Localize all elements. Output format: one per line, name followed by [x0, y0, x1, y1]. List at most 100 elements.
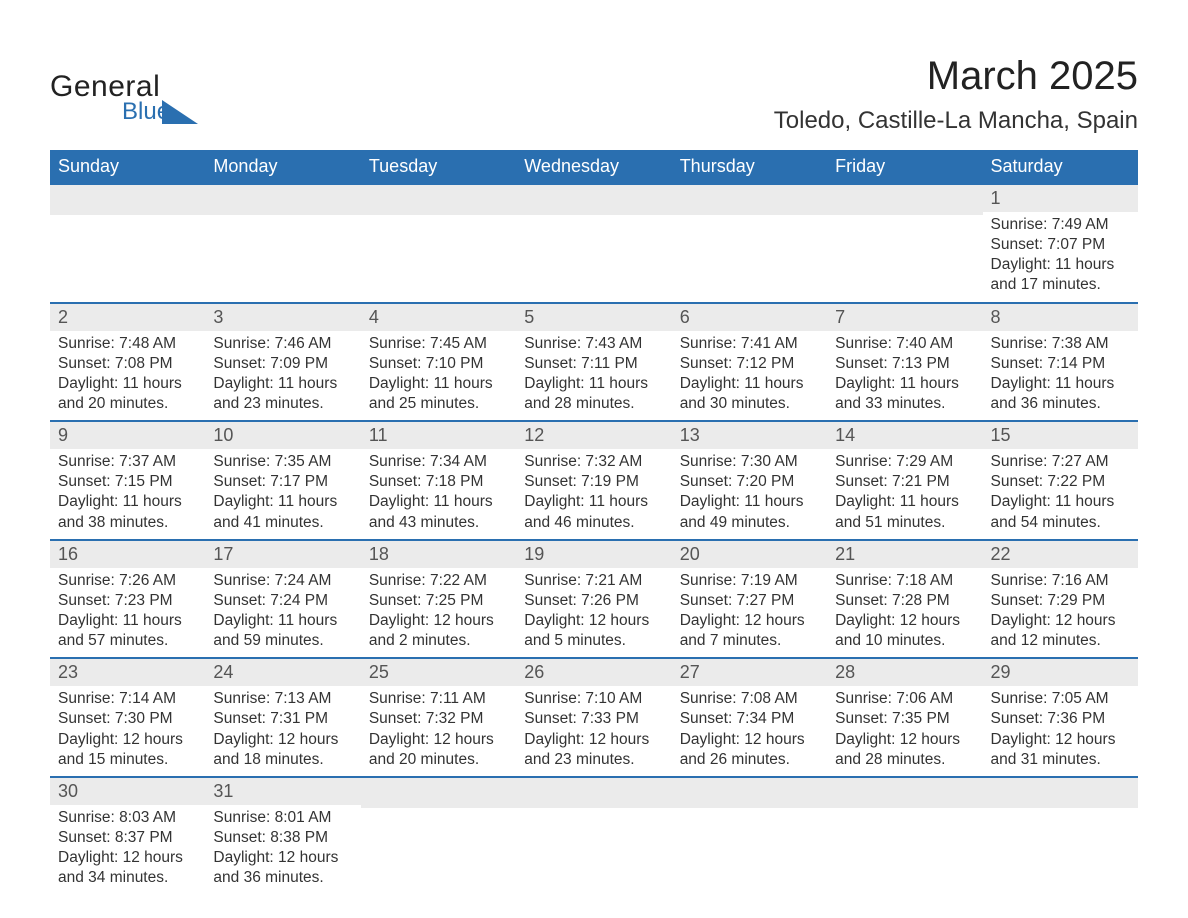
day-body: Sunrise: 7:35 AMSunset: 7:17 PMDaylight:…	[205, 449, 360, 539]
day-day1: Daylight: 11 hours	[991, 492, 1130, 512]
day-day1: Daylight: 12 hours	[213, 730, 352, 750]
day-number	[361, 778, 516, 808]
day-sunrise: Sunrise: 7:18 AM	[835, 571, 974, 591]
day-day2: and 41 minutes.	[213, 513, 352, 533]
day-body: Sunrise: 7:43 AMSunset: 7:11 PMDaylight:…	[516, 331, 671, 421]
day-day1: Daylight: 11 hours	[835, 492, 974, 512]
day-number	[672, 185, 827, 215]
day-sunset: Sunset: 8:38 PM	[213, 828, 352, 848]
week-row: 23Sunrise: 7:14 AMSunset: 7:30 PMDayligh…	[50, 657, 1138, 776]
day-body: Sunrise: 7:29 AMSunset: 7:21 PMDaylight:…	[827, 449, 982, 539]
day-body: Sunrise: 7:06 AMSunset: 7:35 PMDaylight:…	[827, 686, 982, 776]
day-cell: 5Sunrise: 7:43 AMSunset: 7:11 PMDaylight…	[516, 304, 671, 421]
weekday-header-row: SundayMondayTuesdayWednesdayThursdayFrid…	[50, 150, 1138, 183]
day-sunrise: Sunrise: 7:32 AM	[524, 452, 663, 472]
day-day1: Daylight: 12 hours	[58, 730, 197, 750]
day-number: 5	[516, 304, 671, 331]
day-day2: and 34 minutes.	[58, 868, 197, 888]
day-day2: and 15 minutes.	[58, 750, 197, 770]
day-cell: 15Sunrise: 7:27 AMSunset: 7:22 PMDayligh…	[983, 422, 1138, 539]
day-day2: and 20 minutes.	[369, 750, 508, 770]
day-day1: Daylight: 12 hours	[369, 730, 508, 750]
day-cell	[516, 778, 671, 895]
day-sunrise: Sunrise: 7:10 AM	[524, 689, 663, 709]
day-body: Sunrise: 7:22 AMSunset: 7:25 PMDaylight:…	[361, 568, 516, 658]
day-cell: 12Sunrise: 7:32 AMSunset: 7:19 PMDayligh…	[516, 422, 671, 539]
week-row: 16Sunrise: 7:26 AMSunset: 7:23 PMDayligh…	[50, 539, 1138, 658]
day-sunset: Sunset: 7:22 PM	[991, 472, 1130, 492]
day-day2: and 30 minutes.	[680, 394, 819, 414]
day-number: 6	[672, 304, 827, 331]
day-sunset: Sunset: 7:34 PM	[680, 709, 819, 729]
location-title: Toledo, Castille-La Mancha, Spain	[774, 107, 1138, 135]
day-day2: and 33 minutes.	[835, 394, 974, 414]
day-day2: and 23 minutes.	[524, 750, 663, 770]
day-number	[50, 185, 205, 215]
day-cell: 24Sunrise: 7:13 AMSunset: 7:31 PMDayligh…	[205, 659, 360, 776]
day-day2: and 36 minutes.	[213, 868, 352, 888]
day-number	[516, 778, 671, 808]
calendar: SundayMondayTuesdayWednesdayThursdayFrid…	[50, 150, 1138, 894]
day-cell: 25Sunrise: 7:11 AMSunset: 7:32 PMDayligh…	[361, 659, 516, 776]
day-body: Sunrise: 7:18 AMSunset: 7:28 PMDaylight:…	[827, 568, 982, 658]
day-cell: 22Sunrise: 7:16 AMSunset: 7:29 PMDayligh…	[983, 541, 1138, 658]
day-day1: Daylight: 12 hours	[680, 611, 819, 631]
day-sunset: Sunset: 7:36 PM	[991, 709, 1130, 729]
day-sunset: Sunset: 7:12 PM	[680, 354, 819, 374]
day-number: 19	[516, 541, 671, 568]
day-cell: 2Sunrise: 7:48 AMSunset: 7:08 PMDaylight…	[50, 304, 205, 421]
day-number: 24	[205, 659, 360, 686]
day-day2: and 23 minutes.	[213, 394, 352, 414]
day-sunrise: Sunrise: 7:16 AM	[991, 571, 1130, 591]
day-sunrise: Sunrise: 7:11 AM	[369, 689, 508, 709]
day-cell	[672, 185, 827, 302]
day-day2: and 54 minutes.	[991, 513, 1130, 533]
day-number	[827, 185, 982, 215]
day-number: 12	[516, 422, 671, 449]
day-body: Sunrise: 7:10 AMSunset: 7:33 PMDaylight:…	[516, 686, 671, 776]
day-day1: Daylight: 12 hours	[524, 730, 663, 750]
day-day1: Daylight: 12 hours	[680, 730, 819, 750]
day-number: 26	[516, 659, 671, 686]
weekday-header: Friday	[827, 150, 982, 183]
day-sunset: Sunset: 7:28 PM	[835, 591, 974, 611]
day-day1: Daylight: 11 hours	[58, 611, 197, 631]
day-number	[516, 185, 671, 215]
day-day1: Daylight: 12 hours	[991, 730, 1130, 750]
month-title: March 2025	[774, 54, 1138, 99]
day-sunrise: Sunrise: 7:38 AM	[991, 334, 1130, 354]
topbar: General Blue March 2025 Toledo, Castille…	[50, 40, 1138, 150]
week-row: 2Sunrise: 7:48 AMSunset: 7:08 PMDaylight…	[50, 302, 1138, 421]
day-sunset: Sunset: 7:21 PM	[835, 472, 974, 492]
day-day2: and 7 minutes.	[680, 631, 819, 651]
day-day1: Daylight: 11 hours	[213, 492, 352, 512]
day-cell	[827, 185, 982, 302]
day-number: 16	[50, 541, 205, 568]
day-sunrise: Sunrise: 7:46 AM	[213, 334, 352, 354]
day-body: Sunrise: 7:08 AMSunset: 7:34 PMDaylight:…	[672, 686, 827, 776]
day-day1: Daylight: 12 hours	[524, 611, 663, 631]
day-day2: and 59 minutes.	[213, 631, 352, 651]
day-sunset: Sunset: 7:11 PM	[524, 354, 663, 374]
day-cell: 31Sunrise: 8:01 AMSunset: 8:38 PMDayligh…	[205, 778, 360, 895]
day-sunrise: Sunrise: 7:30 AM	[680, 452, 819, 472]
day-sunrise: Sunrise: 7:06 AM	[835, 689, 974, 709]
day-body: Sunrise: 7:21 AMSunset: 7:26 PMDaylight:…	[516, 568, 671, 658]
day-sunrise: Sunrise: 7:29 AM	[835, 452, 974, 472]
day-day2: and 10 minutes.	[835, 631, 974, 651]
day-sunset: Sunset: 7:08 PM	[58, 354, 197, 374]
day-sunset: Sunset: 7:19 PM	[524, 472, 663, 492]
day-number: 1	[983, 185, 1138, 212]
day-cell: 23Sunrise: 7:14 AMSunset: 7:30 PMDayligh…	[50, 659, 205, 776]
day-cell: 16Sunrise: 7:26 AMSunset: 7:23 PMDayligh…	[50, 541, 205, 658]
day-sunset: Sunset: 7:31 PM	[213, 709, 352, 729]
day-cell	[361, 778, 516, 895]
day-day1: Daylight: 11 hours	[680, 492, 819, 512]
day-cell: 20Sunrise: 7:19 AMSunset: 7:27 PMDayligh…	[672, 541, 827, 658]
day-cell: 18Sunrise: 7:22 AMSunset: 7:25 PMDayligh…	[361, 541, 516, 658]
day-body: Sunrise: 7:05 AMSunset: 7:36 PMDaylight:…	[983, 686, 1138, 776]
day-sunrise: Sunrise: 7:43 AM	[524, 334, 663, 354]
day-day2: and 57 minutes.	[58, 631, 197, 651]
day-cell: 30Sunrise: 8:03 AMSunset: 8:37 PMDayligh…	[50, 778, 205, 895]
day-number	[827, 778, 982, 808]
